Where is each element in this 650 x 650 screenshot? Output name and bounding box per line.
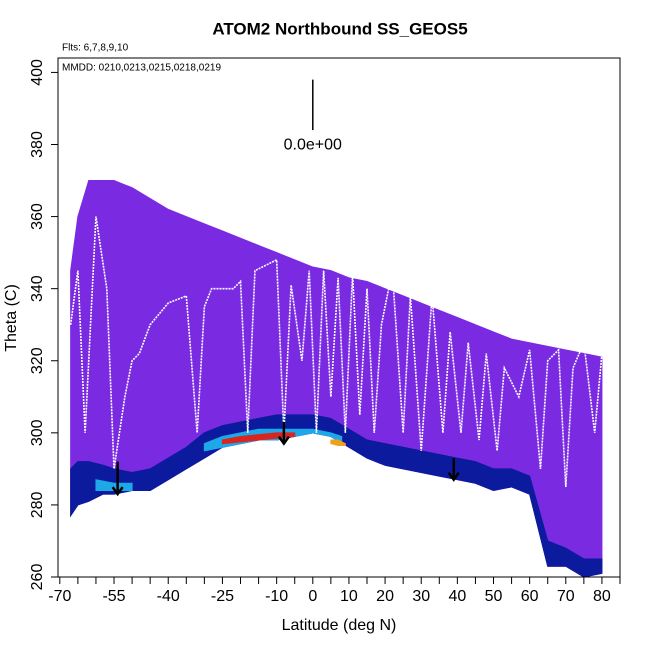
scale-bar-label: 0.0e+00 <box>284 136 342 153</box>
y-axis-label: Theta (C) <box>3 284 20 352</box>
x-tick-label: 80 <box>593 588 611 605</box>
x-tick-label: 70 <box>557 588 575 605</box>
x-tick-label: 40 <box>448 588 466 605</box>
plot-frame <box>57 57 621 578</box>
y-tick-label: 340 <box>29 275 46 302</box>
arrow-head <box>111 486 124 497</box>
x-tick-label: -25 <box>211 588 234 605</box>
y-tick-label: 360 <box>29 203 46 230</box>
curtain-layer <box>330 439 346 446</box>
y-tick-label: 380 <box>29 131 46 158</box>
x-tick-label: 60 <box>521 588 539 605</box>
curtain-layer <box>70 414 603 578</box>
x-tick-label: 20 <box>376 588 394 605</box>
flight-track <box>69 216 603 487</box>
y-tick-label: 260 <box>29 564 46 591</box>
curtain-layer <box>221 432 296 445</box>
x-tick-label: 50 <box>485 588 503 605</box>
y-tick-label: 400 <box>29 59 46 86</box>
y-tick-label: 300 <box>29 419 46 446</box>
y-tick-label: 320 <box>29 347 46 374</box>
arrow-head <box>447 471 460 482</box>
y-tick-label: 280 <box>29 491 46 518</box>
x-axis-label: Latitude (deg N) <box>282 617 397 634</box>
x-tick-label: -70 <box>48 588 71 605</box>
arrow-head <box>277 435 290 446</box>
x-tick-label: -40 <box>157 588 180 605</box>
annotation: MMDD: 0210,0213,0215,0218,0219 <box>62 63 221 74</box>
x-tick-label: -55 <box>102 588 125 605</box>
subtitle: Flts: 6,7,8,9,10 <box>62 43 129 54</box>
x-tick-label: 10 <box>340 588 358 605</box>
x-tick-label: -10 <box>265 588 288 605</box>
x-tick-label: 30 <box>412 588 430 605</box>
x-tick-label: 0 <box>308 588 317 605</box>
chart-title: ATOM2 Northbound SS_GEOS5 <box>212 19 467 38</box>
